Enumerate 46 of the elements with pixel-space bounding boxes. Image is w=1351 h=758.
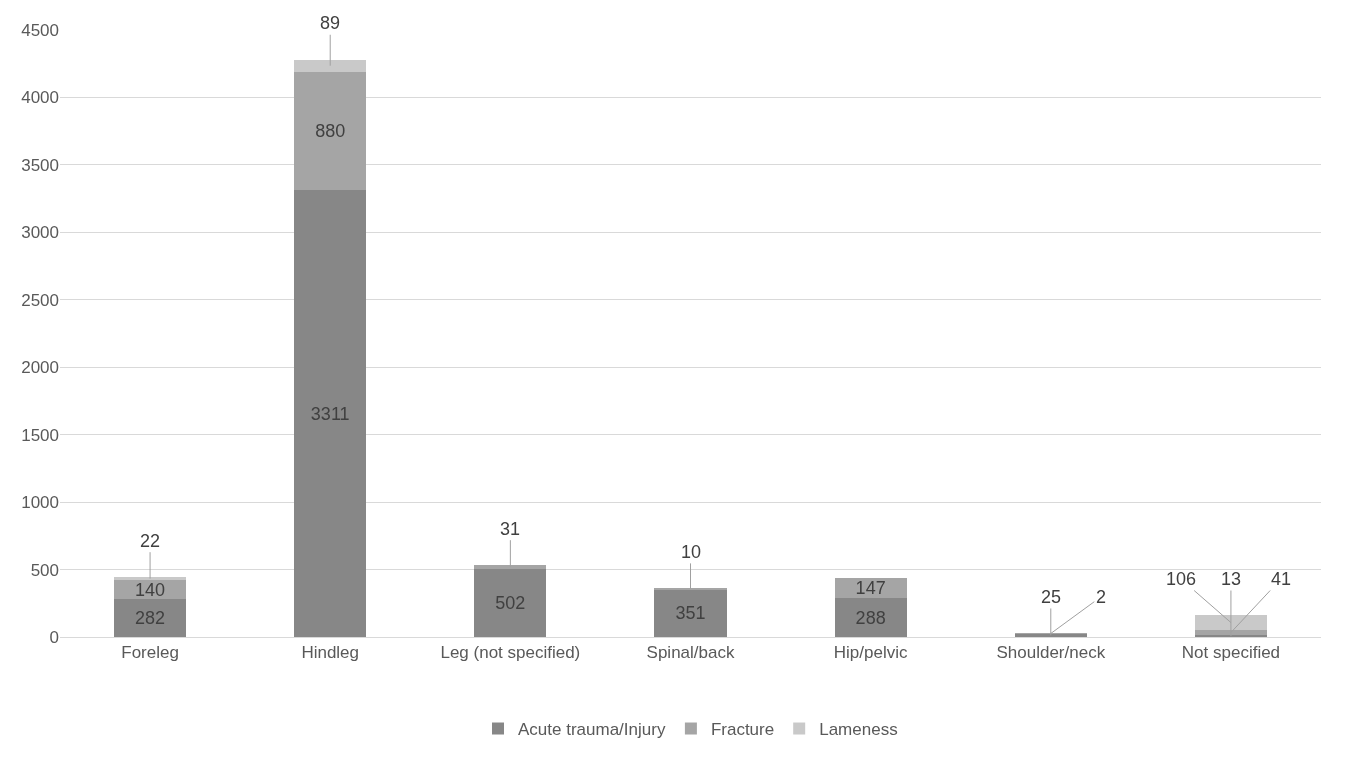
bar	[474, 569, 547, 637]
data-label: 282	[135, 607, 166, 628]
bar	[294, 59, 367, 72]
data-label: 351	[675, 603, 706, 624]
legend-label: Fracture	[710, 720, 775, 740]
x-tick-label: Hip/pelvic	[833, 643, 908, 663]
y-tick-label: 1500	[21, 425, 59, 445]
data-label: 13	[1221, 569, 1242, 589]
data-label: 89	[320, 13, 341, 33]
data-label: 140	[135, 579, 166, 600]
x-tick-label: Not specified	[1181, 643, 1281, 663]
data-label: 10	[681, 542, 702, 562]
y-tick-label: 2000	[21, 358, 59, 378]
y-tick-label: 3500	[21, 155, 59, 175]
data-label: 22	[140, 531, 161, 551]
y-tick-label: 0	[49, 627, 59, 647]
data-label: 2	[1096, 587, 1107, 607]
bar	[294, 71, 367, 191]
x-tick-label: Hindleg	[301, 643, 360, 663]
data-label: 41	[1271, 569, 1292, 589]
x-tick-label: Leg (not specified)	[440, 643, 581, 663]
bar	[294, 190, 367, 637]
data-label: 880	[315, 121, 346, 142]
data-label: 106	[1166, 569, 1197, 589]
x-tick-label: Shoulder/neck	[996, 643, 1106, 663]
bar	[114, 598, 187, 637]
data-label: 502	[495, 593, 526, 614]
y-tick-label: 2500	[21, 290, 59, 310]
bar	[834, 598, 907, 637]
y-tick-label: 3000	[21, 223, 59, 243]
x-tick-label: Spinal/back	[646, 643, 735, 663]
data-label: 31	[500, 519, 521, 539]
legend-label: Acute trauma/Injury	[518, 720, 666, 740]
data-label: 3311	[310, 403, 350, 424]
data-label: 147	[855, 578, 886, 599]
legend-label: Lameness	[819, 720, 898, 740]
y-tick-label: 4000	[21, 88, 59, 108]
y-tick-label: 1000	[21, 493, 59, 513]
data-label: 25	[1041, 587, 1062, 607]
data-label: 288	[855, 607, 886, 628]
bar	[1194, 615, 1267, 630]
bar	[654, 589, 727, 637]
x-tick-label: Foreleg	[121, 643, 179, 663]
y-tick-label: 500	[30, 560, 59, 580]
y-tick-label: 4500	[21, 20, 59, 40]
bar	[114, 577, 187, 581]
